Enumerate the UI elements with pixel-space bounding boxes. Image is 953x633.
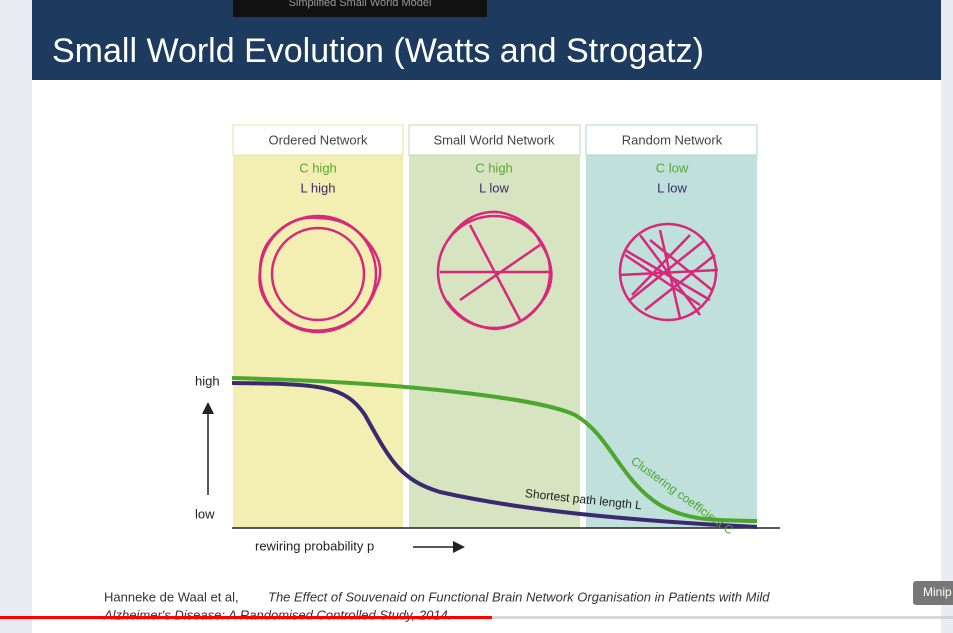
- clustering-curve: [231, 376, 758, 523]
- panel-c: C high: [475, 160, 513, 175]
- panel-header: [408, 124, 581, 156]
- panel-c: C high: [299, 160, 337, 175]
- panel-bg: [409, 125, 580, 528]
- x-axis-label: rewiring probability p: [255, 538, 374, 553]
- slide-title: Small World Evolution (Watts and Strogat…: [52, 32, 704, 70]
- panel-c: C low: [656, 160, 689, 175]
- panel-title: Small World Network: [433, 132, 555, 147]
- panel-bg: [586, 125, 757, 528]
- path-length-curve: [231, 381, 758, 529]
- progress-played: [0, 616, 492, 619]
- panel-header: [232, 124, 404, 156]
- citation-title: Alzheimer's Disease: A Randomised Contro…: [103, 607, 451, 622]
- network-icons: [258, 210, 719, 334]
- top-tab: [233, 0, 487, 17]
- panel-title: Random Network: [622, 132, 723, 147]
- y-high-label: high: [195, 373, 220, 388]
- y-low-label: low: [195, 506, 215, 521]
- citation-title: The Effect of Souvenaid on Functional Br…: [268, 589, 770, 604]
- panel-header: [585, 124, 758, 156]
- miniplayer-button[interactable]: [913, 581, 953, 605]
- panel-bg: [233, 125, 403, 528]
- citation-authors: Hanneke de Waal et al,: [104, 589, 239, 604]
- panel-l: L low: [479, 180, 509, 195]
- panel-l: L low: [657, 180, 687, 195]
- top-tab-text: Simplified Small World Model: [289, 0, 432, 9]
- panel-title: Ordered Network: [269, 132, 368, 147]
- panel-l: L high: [301, 180, 336, 195]
- miniplayer-label: Minip: [923, 585, 952, 599]
